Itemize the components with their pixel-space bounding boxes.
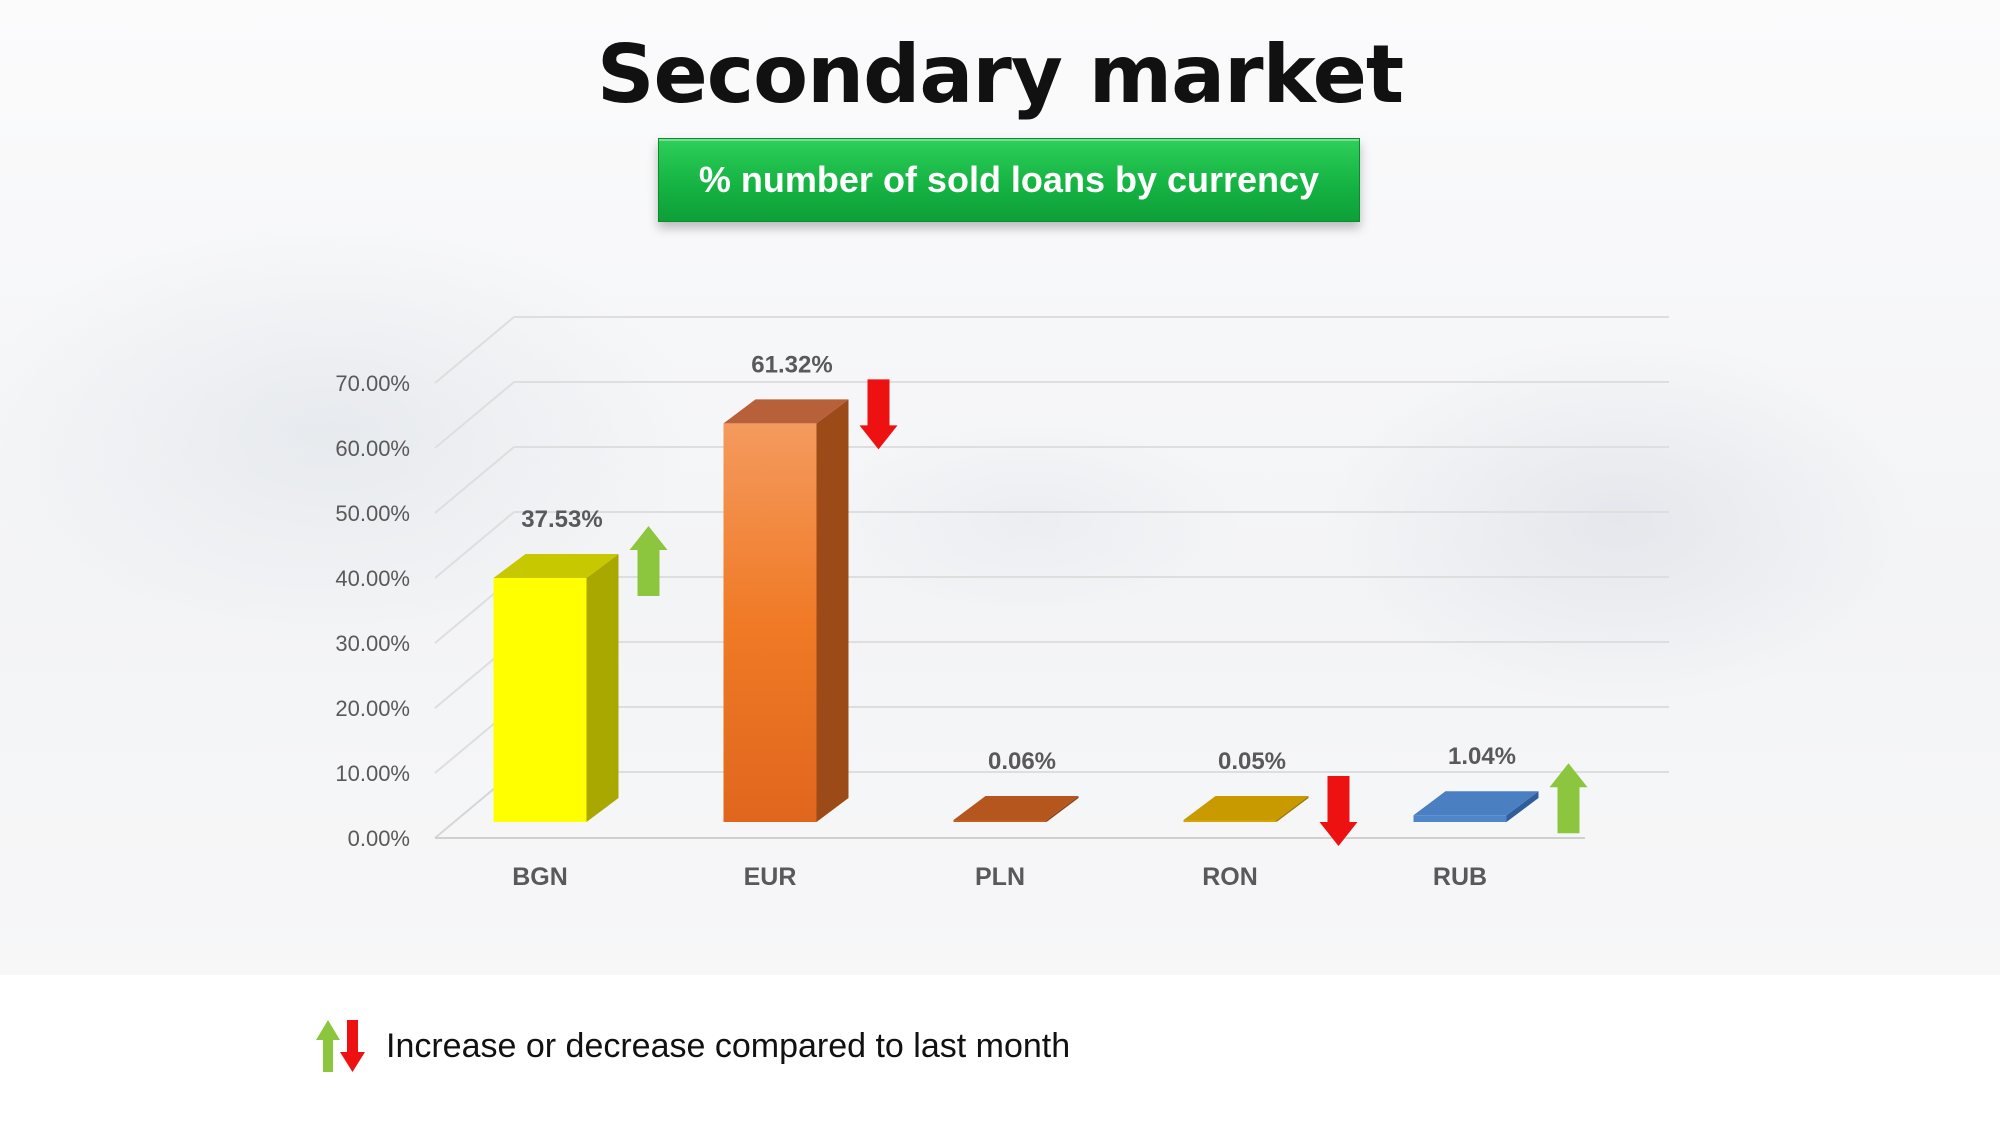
category-label-ron: RON [1202,863,1258,891]
legend-label: Increase or decrease compared to last mo… [386,1026,1071,1065]
category-label-eur: EUR [744,863,797,891]
chart-subtitle-banner: % number of sold loans by currency [658,138,1360,222]
trend-up-arrow-icon [1549,763,1588,834]
data-label-rub: 1.04% [1448,743,1516,770]
data-label-pln: 0.06% [988,748,1056,775]
trend-down-arrow-icon [1319,776,1358,846]
bar-rub-side [1506,791,1539,822]
trend-legend: Increase or decrease compared to last mo… [312,1018,1070,1074]
bar-ron-front [1183,820,1277,822]
y-tick-label: 70.00% [335,371,410,396]
bar-bgn-top [493,554,619,579]
y-tick-label: 30.00% [335,631,410,656]
bar-chart: 0.00% 10.00% 20.00% 30.00% 40.00% 50.00% 60.00… [335,316,1669,891]
trend-down-arrow-icon [859,379,898,450]
bar-eur-side [816,399,849,822]
data-label-eur: 61.32% [751,351,832,378]
y-tick-label: 40.00% [335,566,410,591]
y-tick-label: 20.00% [335,696,410,721]
gridline-side [434,381,515,449]
category-label-rub: RUB [1433,863,1487,891]
bar-pln-top [953,796,1079,820]
category-label-pln: PLN [975,863,1025,891]
bar-eur-top [723,399,849,424]
bar-rub-front [1413,815,1507,822]
gridline-side [434,511,515,579]
y-tick-label: 60.00% [335,436,410,461]
bar-bgn-side [586,554,619,822]
gridline-side [434,446,515,514]
bar-pln-side [1046,796,1079,822]
gridline-side [434,316,515,384]
y-tick-label: 0.00% [348,826,410,851]
bar-bgn-front [493,578,587,822]
category-label-bgn: BGN [512,863,568,891]
bar-ron-top [1183,796,1309,820]
y-tick-label: 10.00% [335,761,410,786]
trend-up-arrow-icon [629,526,668,597]
bar-ron-side [1276,796,1309,822]
data-label-ron: 0.05% [1218,748,1286,775]
y-tick-label: 50.00% [335,501,410,526]
up-down-arrows-icon [316,1020,365,1072]
bar-pln-front [953,820,1047,822]
bar-eur-front [723,423,817,822]
data-label-bgn: 37.53% [521,506,602,533]
chart-subtitle: % number of sold loans by currency [698,159,1320,200]
bar-rub-top [1413,791,1539,816]
page-title: Secondary market [596,28,1404,121]
